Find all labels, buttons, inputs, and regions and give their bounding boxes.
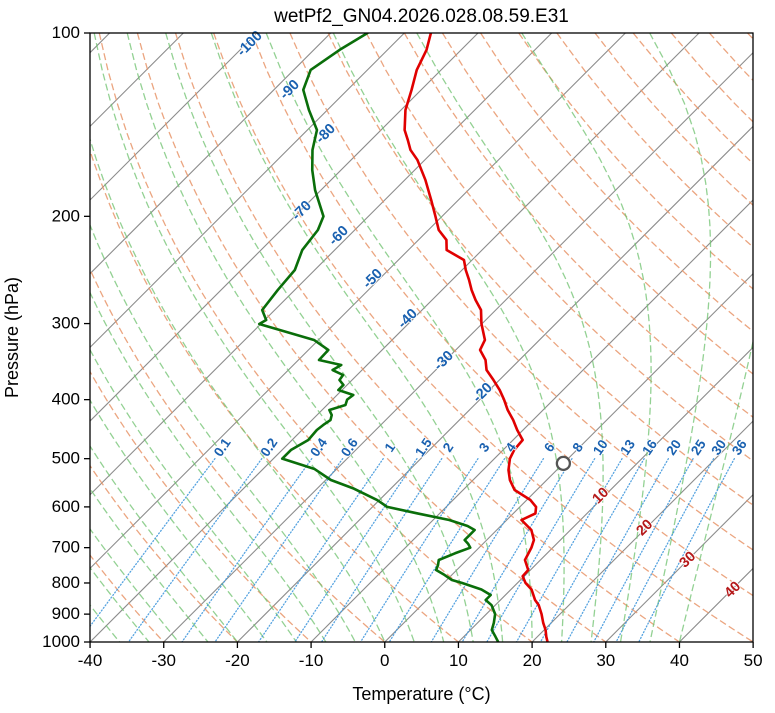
svg-text:400: 400 xyxy=(52,390,80,409)
svg-text:30: 30 xyxy=(596,651,615,670)
svg-text:900: 900 xyxy=(52,604,80,623)
svg-text:-40: -40 xyxy=(78,651,103,670)
svg-text:300: 300 xyxy=(52,314,80,333)
svg-text:200: 200 xyxy=(52,206,80,225)
svg-text:-20: -20 xyxy=(225,651,250,670)
svg-text:1000: 1000 xyxy=(42,632,80,651)
svg-text:600: 600 xyxy=(52,497,80,516)
svg-text:40: 40 xyxy=(670,651,689,670)
svg-text:100: 100 xyxy=(52,23,80,42)
svg-text:-30: -30 xyxy=(151,651,176,670)
svg-text:800: 800 xyxy=(52,573,80,592)
svg-text:-10: -10 xyxy=(299,651,324,670)
svg-text:wetPf2_GN04.2026.028.08.59.E31: wetPf2_GN04.2026.028.08.59.E31 xyxy=(273,6,569,27)
svg-text:10: 10 xyxy=(449,651,468,670)
svg-text:Pressure (hPa): Pressure (hPa) xyxy=(2,277,22,398)
svg-text:20: 20 xyxy=(523,651,542,670)
svg-text:50: 50 xyxy=(744,651,763,670)
svg-text:0: 0 xyxy=(380,651,389,670)
svg-text:700: 700 xyxy=(52,538,80,557)
svg-text:Temperature (°C): Temperature (°C) xyxy=(352,684,490,704)
svg-text:500: 500 xyxy=(52,449,80,468)
